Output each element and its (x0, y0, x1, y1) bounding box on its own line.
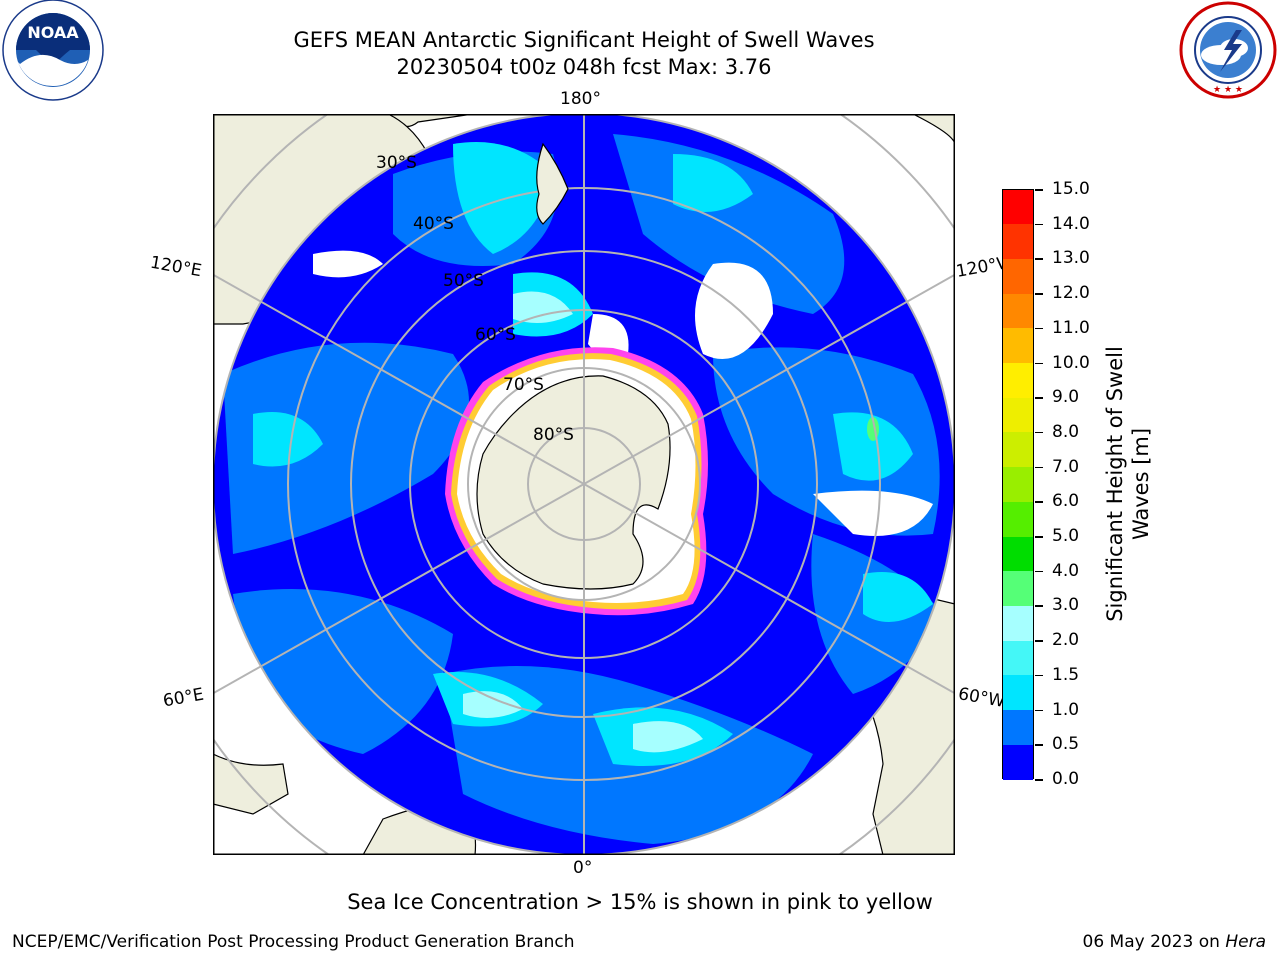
colorbar-tick-mark (1035, 536, 1043, 538)
colorbar-segment (1003, 675, 1033, 711)
lat-label-30s: 30°S (376, 153, 417, 173)
colorbar-tick-label: 0.5 (1052, 734, 1080, 755)
colorbar-tick-mark (1035, 640, 1043, 642)
lon-label-120e: 120°E (148, 252, 204, 282)
colorbar-tick-mark (1035, 744, 1043, 746)
colorbar-tick-label: 9.0 (1052, 387, 1080, 408)
colorbar-tick-mark (1035, 570, 1043, 573)
footer-right: 06 May 2023 on Hera (1083, 932, 1267, 952)
colorbar-tick-mark (1035, 397, 1043, 399)
colorbar-tick-mark (1035, 466, 1043, 469)
footer-date: 06 May 2023 on (1082, 932, 1220, 952)
colorbar-segment (1003, 189, 1033, 225)
colorbar-tick-label: 5.0 (1052, 526, 1080, 547)
colorbar-segment (1003, 501, 1033, 537)
lon-label-60e: 60°E (161, 684, 206, 712)
colorbar-segment (1003, 744, 1033, 780)
colorbar-segment (1003, 605, 1033, 641)
lat-label-70s: 70°S (503, 375, 544, 395)
lat-label-40s: 40°S (413, 214, 454, 234)
footer-left: NCEP/EMC/Verification Post Processing Pr… (12, 932, 575, 952)
colorbar (1002, 189, 1034, 780)
colorbar-segment (1003, 467, 1033, 502)
colorbar-tick-mark (1035, 258, 1043, 260)
polar-map: 30°S 40°S 50°S 60°S 70°S 80°S (213, 114, 955, 855)
colorbar-tick-mark (1035, 674, 1043, 677)
colorbar-segment (1003, 224, 1033, 259)
lon-label-0: 0° (573, 858, 593, 878)
lat-label-60s: 60°S (475, 325, 516, 345)
colorbar-tick-mark (1035, 223, 1043, 226)
colorbar-tick-label: 1.0 (1052, 699, 1080, 720)
graticule (213, 114, 955, 855)
colorbar-tick-label: 14.0 (1052, 213, 1090, 234)
sea-ice-note: Sea Ice Concentration > 15% is shown in … (347, 890, 933, 914)
colorbar-segment (1003, 397, 1033, 433)
footer-host: Hera (1225, 932, 1266, 952)
colorbar-tick-mark (1035, 293, 1043, 295)
colorbar-tick-label: 12.0 (1052, 283, 1090, 304)
colorbar-segment (1003, 571, 1033, 606)
colorbar-tick-mark (1035, 189, 1043, 191)
antarctica (445, 347, 708, 616)
colorbar-tick-mark (1035, 362, 1043, 365)
colorbar-segment (1003, 328, 1033, 364)
colorbar-segment (1003, 293, 1033, 329)
colorbar-tick-mark (1035, 501, 1043, 503)
lon-label-60w: 60°W (956, 684, 1007, 712)
colorbar-segment (1003, 258, 1033, 294)
colorbar-tick-label: 4.0 (1052, 560, 1080, 581)
colorbar-segment (1003, 640, 1033, 676)
colorbar-tick-mark (1035, 431, 1043, 434)
colorbar-segment (1003, 363, 1033, 398)
chart-title-line1: GEFS MEAN Antarctic Significant Height o… (293, 28, 875, 52)
chart-title-line2: 20230504 t00z 048h fcst Max: 3.76 (396, 55, 772, 79)
svg-text:★ ★ ★: ★ ★ ★ (1213, 85, 1243, 95)
colorbar-label: Significant Height of Swell Waves [m] (1102, 346, 1154, 622)
colorbar-tick-mark (1035, 327, 1043, 330)
colorbar-tick-label: 0.0 (1052, 769, 1080, 789)
colorbar-tick-label: 13.0 (1052, 248, 1090, 269)
map-frame (213, 114, 955, 855)
colorbar-segment (1003, 710, 1033, 745)
colorbar-tick-label: 2.0 (1052, 630, 1080, 651)
noaa-logo-text: NOAA (27, 23, 79, 42)
colorbar-tick-label: 10.0 (1052, 352, 1090, 373)
lat-label-50s: 50°S (443, 271, 484, 291)
colorbar-segment (1003, 432, 1033, 468)
colorbar-tick-mark (1035, 709, 1043, 712)
colorbar-tick-label: 8.0 (1052, 421, 1080, 442)
colorbar-tick-label: 7.0 (1052, 456, 1080, 477)
colorbar-tick-label: 6.0 (1052, 491, 1080, 512)
colorbar-label-line2: Waves [m] (1129, 427, 1153, 541)
colorbar-label-line1: Significant Height of Swell (1103, 346, 1127, 622)
lat-label-80s: 80°S (533, 425, 574, 445)
colorbar-tick-mark (1035, 779, 1043, 781)
colorbar-tick-label: 1.5 (1052, 664, 1080, 685)
colorbar-tick-label: 15.0 (1052, 179, 1090, 199)
nws-logo-icon: ★ ★ ★ (1179, 1, 1277, 99)
colorbar-segment (1003, 536, 1033, 572)
lon-label-180: 180° (560, 89, 601, 109)
colorbar-tick-mark (1035, 605, 1043, 607)
colorbar-tick-label: 3.0 (1052, 595, 1080, 616)
colorbar-tick-label: 11.0 (1052, 317, 1090, 338)
noaa-logo-icon: NOAA (2, 0, 104, 101)
